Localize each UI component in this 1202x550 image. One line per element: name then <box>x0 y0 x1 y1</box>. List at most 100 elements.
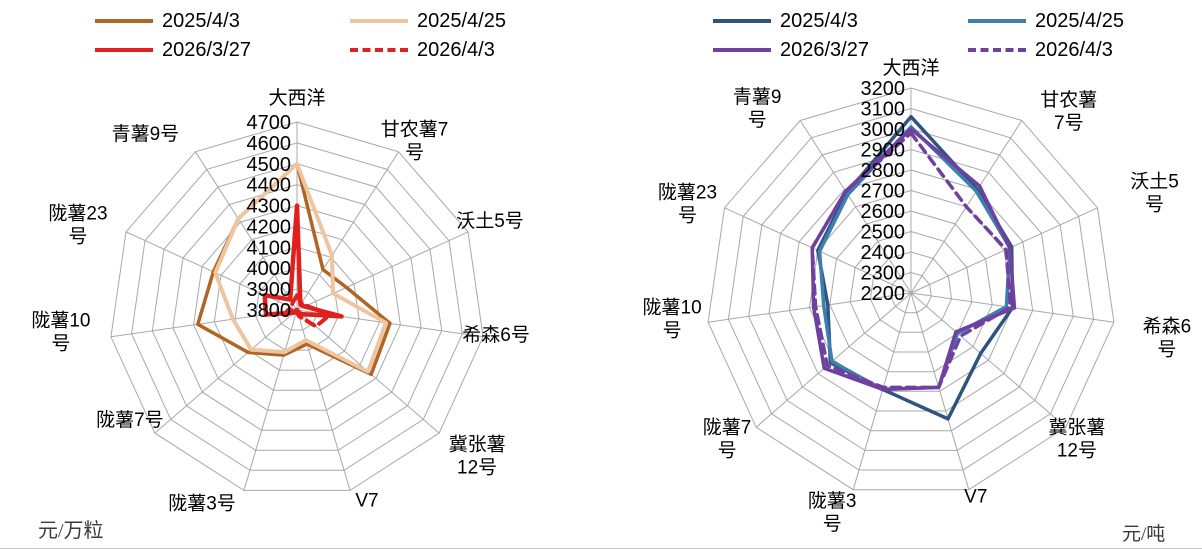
category-label-陇薯23号: 陇薯23 <box>658 181 717 203</box>
category-label-希森6号: 希森6 <box>1143 316 1192 338</box>
grid-ring <box>151 163 443 451</box>
axis-tick-label: 2500 <box>861 222 906 244</box>
unit-label-left: 元/万粒 <box>38 520 104 542</box>
axis-tick-label: 4100 <box>247 237 292 259</box>
grid-ring <box>829 210 993 373</box>
legend-label: 2025/4/3 <box>162 9 240 32</box>
grid-spoke <box>194 151 298 311</box>
category-label-V7: V7 <box>964 487 987 508</box>
axis-tick-label: 4600 <box>247 133 292 155</box>
radar-series-left <box>196 161 392 377</box>
axis-tick-label: 2300 <box>861 263 906 285</box>
grid-ring <box>748 128 1074 451</box>
grid-ring <box>727 107 1095 471</box>
axis-tick-label: 4000 <box>247 258 292 280</box>
radar-series-right <box>810 114 1017 421</box>
legend-item-left-2025-4-25[interactable]: 2025/4/25 <box>350 8 506 34</box>
category-label-甘农薯7号: 甘农薯 <box>1040 89 1097 111</box>
grid-spoke <box>910 292 970 490</box>
legend-swatch-dashed <box>968 48 1026 52</box>
legend-item-left-2026-3-27[interactable]: 2026/3/27 <box>95 37 251 63</box>
axis-tick-label: 2200 <box>861 283 906 305</box>
category-label-甘农薯7号: 7号 <box>1054 113 1084 134</box>
category-label-陇薯3号: 陇薯3号 <box>168 492 236 514</box>
legend-left-chart: 2025/4/3 2025/4/25 2026/3/27 2026/4/3 <box>95 8 605 74</box>
legend-swatch-solid <box>968 19 1026 23</box>
axis-tick-label: 3100 <box>861 99 906 121</box>
grid-ring <box>707 87 1115 491</box>
category-label-陇薯10号: 号 <box>663 321 682 342</box>
legend-swatch-solid <box>350 19 408 23</box>
grid-spoke <box>154 309 298 434</box>
radar-grid-right <box>707 87 1115 491</box>
series-right-2026-4-3 <box>810 131 1013 390</box>
category-label-陇薯10号: 号 <box>51 333 70 354</box>
axis-tick-label: 2600 <box>861 201 906 223</box>
category-label-青薯9号: 号 <box>748 110 767 131</box>
axis-ticks-right: 2200230024002500260027002800290030003100… <box>861 78 906 305</box>
category-label-甘农薯7号: 号 <box>405 142 424 163</box>
axis-tick-label: 2900 <box>861 140 906 162</box>
legend-right-chart: 2025/4/3 2025/4/25 2026/3/27 2026/4/3 <box>713 8 1202 74</box>
legend-swatch-solid <box>95 48 153 52</box>
axis-tick-label: 4400 <box>247 175 292 197</box>
legend-label: 2026/4/3 <box>417 38 495 61</box>
axis-tick-label: 3200 <box>861 78 906 100</box>
legend-swatch-solid <box>713 48 771 52</box>
category-label-大西洋: 大西洋 <box>268 87 325 109</box>
category-label-冀张薯12号: 冀张薯 <box>1048 417 1105 439</box>
axis-tick-label: 3000 <box>861 119 906 141</box>
radar-grid-left <box>110 121 484 491</box>
legend-item-left-2026-4-3[interactable]: 2026/4/3 <box>350 37 495 63</box>
grid-ring <box>849 230 973 353</box>
grid-spoke <box>243 309 298 491</box>
legend-item-right-2025-4-3[interactable]: 2025/4/3 <box>713 8 858 34</box>
legend-label: 2026/3/27 <box>780 38 869 61</box>
category-label-陇薯10号: 陇薯10 <box>643 297 702 319</box>
grid-spoke <box>910 292 1067 428</box>
grid-ring <box>788 169 1034 412</box>
grid-spoke <box>852 292 912 490</box>
legend-label: 2025/4/3 <box>780 9 858 32</box>
category-label-陇薯10号: 陇薯10 <box>31 309 90 331</box>
series-right-2025-4-3 <box>816 114 1015 421</box>
category-label-希森6号: 希森6号 <box>462 324 530 346</box>
category-label-希森6号: 号 <box>1157 340 1176 361</box>
category-label-陇薯3号: 陇薯3 <box>808 490 857 512</box>
category-label-沃土5号: 沃土5号 <box>456 210 524 232</box>
legend-item-right-2026-3-27[interactable]: 2026/3/27 <box>713 37 869 63</box>
series-left-2026-4-3 <box>284 293 333 329</box>
grid-ring <box>193 205 401 411</box>
category-labels-right: 大西洋甘农薯7号沃土5号希森6号冀张薯12号V7陇薯3号陇薯7号陇薯10号陇薯2… <box>643 57 1192 535</box>
category-label-陇薯23号: 号 <box>68 226 87 247</box>
category-label-大西洋: 大西洋 <box>882 57 939 79</box>
grid-ring <box>890 271 932 314</box>
grid-ring <box>172 184 422 431</box>
legend-item-right-2025-4-25[interactable]: 2025/4/25 <box>968 8 1124 34</box>
grid-ring <box>768 148 1054 432</box>
legend-label: 2026/3/27 <box>162 38 251 61</box>
grid-spoke <box>708 292 912 323</box>
grid-ring <box>234 246 360 371</box>
category-label-冀张薯12号: 冀张薯 <box>449 434 506 456</box>
legend-item-right-2026-4-3[interactable]: 2026/4/3 <box>968 37 1113 63</box>
legend-item-left-2025-4-3[interactable]: 2025/4/3 <box>95 8 240 34</box>
category-label-冀张薯12号: 12号 <box>1057 441 1097 462</box>
grid-spoke <box>296 231 469 311</box>
category-label-沃土5号: 沃土5 <box>1130 170 1179 192</box>
bottom-divider <box>0 548 1202 549</box>
axis-tick-label: 4700 <box>247 112 292 134</box>
axis-tick-label: 3900 <box>247 279 292 301</box>
legend-swatch-solid <box>713 19 771 23</box>
category-label-沃土5号: 号 <box>1145 194 1164 215</box>
legend-label: 2026/4/3 <box>1035 38 1113 61</box>
legend-label: 2025/4/25 <box>417 9 506 32</box>
axis-tick-label: 3800 <box>247 300 292 322</box>
legend-swatch-dashed <box>350 48 408 52</box>
axis-tick-label: 4500 <box>247 154 292 176</box>
category-label-青薯9号: 青薯9 <box>733 86 782 108</box>
grid-spoke <box>799 120 912 294</box>
axis-tick-label: 2800 <box>861 160 906 182</box>
